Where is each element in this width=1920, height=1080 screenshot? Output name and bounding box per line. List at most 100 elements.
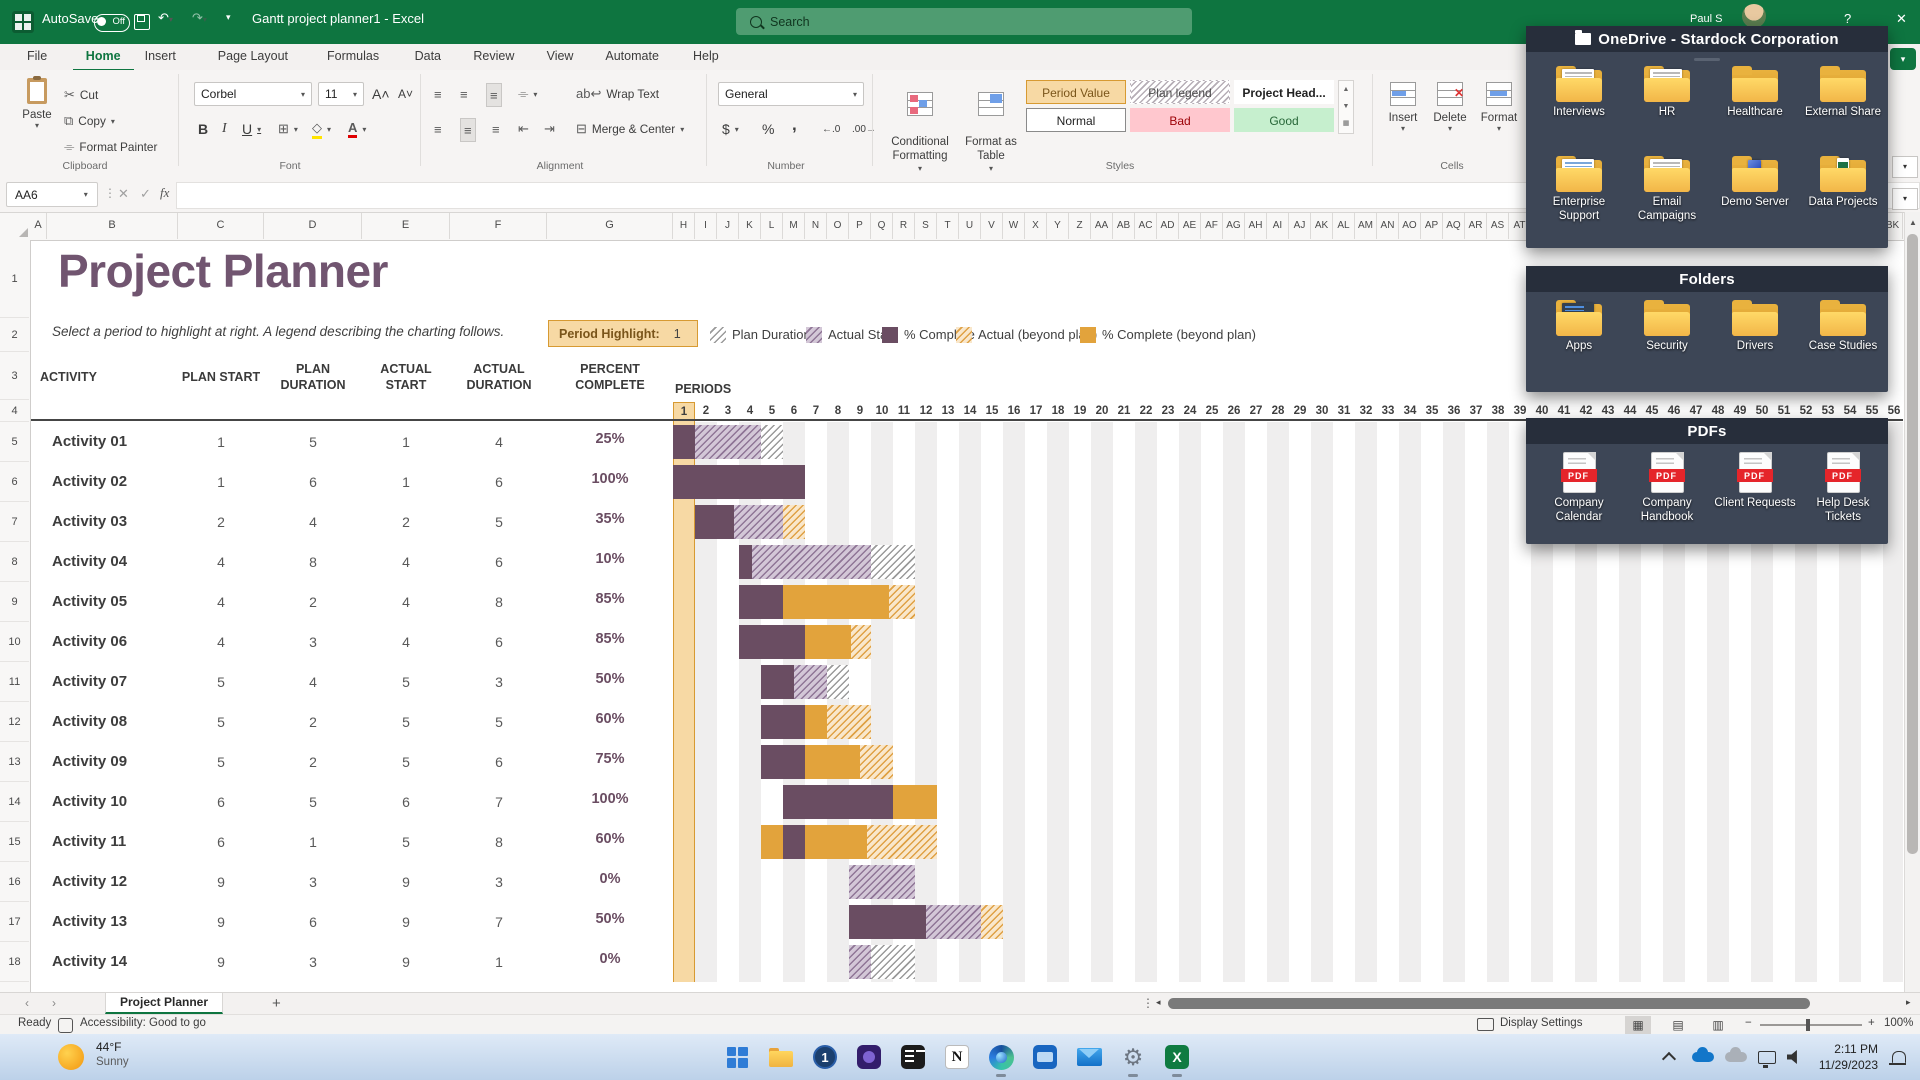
italic-button[interactable]: I xyxy=(222,121,227,136)
col-header-B[interactable]: B xyxy=(47,212,178,239)
tab-formulas[interactable]: Formulas xyxy=(327,49,380,63)
activity-name-cell[interactable]: Activity 06 xyxy=(52,633,128,650)
col-header-L[interactable]: L xyxy=(761,212,783,239)
display-settings-button[interactable]: Display Settings xyxy=(1500,1017,1583,1029)
period-number-29[interactable]: 29 xyxy=(1293,405,1307,417)
period-number-32[interactable]: 32 xyxy=(1359,405,1373,417)
style-bad[interactable]: Bad xyxy=(1130,108,1230,132)
period-number-56[interactable]: 56 xyxy=(1887,405,1901,417)
prev-sheet-arrow[interactable]: ‹ xyxy=(25,996,29,1010)
activity-value-cell[interactable]: 3 xyxy=(309,874,317,890)
folder-item-interviews[interactable]: Interviews xyxy=(1536,66,1622,120)
activity-value-cell[interactable]: 4 xyxy=(495,434,503,450)
name-box[interactable]: AA6 ▾ xyxy=(6,182,98,207)
col-header-AE[interactable]: AE xyxy=(1179,212,1201,239)
font-size-combo[interactable]: 11 ▾ xyxy=(318,82,364,106)
activity-value-cell[interactable]: 7 xyxy=(495,794,503,810)
activity-value-cell[interactable]: 3 xyxy=(495,674,503,690)
activity-percent-cell[interactable]: 100% xyxy=(591,471,629,487)
taskbar-icon-mail[interactable] xyxy=(1072,1040,1106,1074)
select-all-corner[interactable] xyxy=(19,228,28,237)
activity-percent-cell[interactable]: 10% xyxy=(595,551,625,567)
undo-button[interactable]: ↶▾ xyxy=(158,10,173,25)
period-highlight-cell[interactable]: Period Highlight: 1 xyxy=(548,320,698,347)
activity-value-cell[interactable]: 5 xyxy=(217,714,225,730)
activity-value-cell[interactable]: 1 xyxy=(217,434,225,450)
shrink-font-button[interactable]: A˅ xyxy=(398,87,414,101)
orientation-button[interactable]: ⌯ ▾ xyxy=(518,86,538,101)
period-number-17[interactable]: 17 xyxy=(1029,405,1043,417)
row-header-12[interactable]: 12 xyxy=(0,702,29,742)
font-color-button[interactable]: A ▾ xyxy=(348,118,366,140)
period-number-37[interactable]: 37 xyxy=(1469,405,1483,417)
style-plan-legend[interactable]: Plan legend xyxy=(1130,80,1230,104)
autosave-toggle[interactable]: Off xyxy=(94,14,130,32)
align-right-button[interactable]: ≡ xyxy=(492,121,500,137)
activity-percent-cell[interactable]: 0% xyxy=(599,951,621,967)
col-header-H[interactable]: H xyxy=(673,212,695,239)
col-header-AM[interactable]: AM xyxy=(1355,212,1377,239)
activity-percent-cell[interactable]: 0% xyxy=(599,871,621,887)
period-number-21[interactable]: 21 xyxy=(1117,405,1131,417)
activity-value-cell[interactable]: 6 xyxy=(495,634,503,650)
cancel-icon[interactable]: ✕ xyxy=(118,186,129,201)
col-header-AH[interactable]: AH xyxy=(1245,212,1267,239)
col-header-M[interactable]: M xyxy=(783,212,805,239)
row-header-8[interactable]: 8 xyxy=(0,542,29,582)
tray-clock[interactable]: 2:11 PM 11/29/2023 xyxy=(1819,1041,1878,1073)
tab-page-layout[interactable]: Page Layout xyxy=(217,49,288,63)
col-header-J[interactable]: J xyxy=(717,212,739,239)
row-header-10[interactable]: 10 xyxy=(0,622,29,662)
period-number-41[interactable]: 41 xyxy=(1557,405,1571,417)
activity-value-cell[interactable]: 8 xyxy=(495,594,503,610)
horizontal-scroll-thumb[interactable] xyxy=(1168,998,1810,1009)
period-number-34[interactable]: 34 xyxy=(1403,405,1417,417)
folder-item-external-share[interactable]: External Share xyxy=(1800,66,1886,120)
vertical-scroll-thumb[interactable] xyxy=(1907,234,1918,854)
activity-value-cell[interactable]: 6 xyxy=(495,554,503,570)
activity-value-cell[interactable]: 7 xyxy=(495,914,503,930)
save-icon[interactable] xyxy=(134,14,150,30)
activity-value-cell[interactable]: 8 xyxy=(495,834,503,850)
col-header-F[interactable]: F xyxy=(450,212,547,239)
grow-font-button[interactable]: A˄ xyxy=(372,86,390,102)
styles-gallery-scroll[interactable]: ▲ ▼ ▦ xyxy=(1338,80,1354,134)
activity-name-cell[interactable]: Activity 07 xyxy=(52,673,128,690)
align-middle-button[interactable]: ≡ xyxy=(460,86,468,102)
activity-value-cell[interactable]: 2 xyxy=(402,514,410,530)
activity-value-cell[interactable]: 4 xyxy=(217,634,225,650)
col-header-W[interactable]: W xyxy=(1003,212,1025,239)
activity-value-cell[interactable]: 9 xyxy=(217,954,225,970)
col-header-AB[interactable]: AB xyxy=(1113,212,1135,239)
period-number-2[interactable]: 2 xyxy=(702,405,710,417)
period-number-24[interactable]: 24 xyxy=(1183,405,1197,417)
col-header-AO[interactable]: AO xyxy=(1399,212,1421,239)
align-top-button[interactable]: ≡ xyxy=(434,86,442,102)
activity-value-cell[interactable]: 1 xyxy=(217,474,225,490)
activity-percent-cell[interactable]: 85% xyxy=(595,631,625,647)
font-name-combo[interactable]: Corbel ▾ xyxy=(194,82,312,106)
folder-item-hr[interactable]: HR xyxy=(1624,66,1710,120)
col-header-AG[interactable]: AG xyxy=(1223,212,1245,239)
period-number-54[interactable]: 54 xyxy=(1843,405,1857,417)
activity-value-cell[interactable]: 1 xyxy=(402,434,410,450)
row-header-4[interactable]: 4 xyxy=(0,400,29,422)
merge-center-button[interactable]: ⊟ Merge & Center ▾ xyxy=(576,121,685,136)
increase-decimal-button[interactable]: ←.0 xyxy=(822,123,841,135)
period-number-8[interactable]: 8 xyxy=(834,405,842,417)
taskbar-icon-edge[interactable] xyxy=(984,1040,1018,1074)
activity-value-cell[interactable]: 2 xyxy=(309,594,317,610)
period-number-18[interactable]: 18 xyxy=(1051,405,1065,417)
activity-name-cell[interactable]: Activity 08 xyxy=(52,713,128,730)
period-number-53[interactable]: 53 xyxy=(1821,405,1835,417)
activity-value-cell[interactable]: 4 xyxy=(217,594,225,610)
tabbar-divider[interactable]: ⋮ xyxy=(1142,996,1154,1010)
col-header-Y[interactable]: Y xyxy=(1047,212,1069,239)
col-header-S[interactable]: S xyxy=(915,212,937,239)
activity-value-cell[interactable]: 2 xyxy=(309,714,317,730)
period-number-9[interactable]: 9 xyxy=(856,405,864,417)
folder-item-apps[interactable]: Apps xyxy=(1536,300,1622,354)
col-header-AJ[interactable]: AJ xyxy=(1289,212,1311,239)
fill-color-button[interactable]: ◇ ▾ xyxy=(312,118,331,140)
copy-button[interactable]: ⧉ Copy ▾ xyxy=(64,113,115,128)
